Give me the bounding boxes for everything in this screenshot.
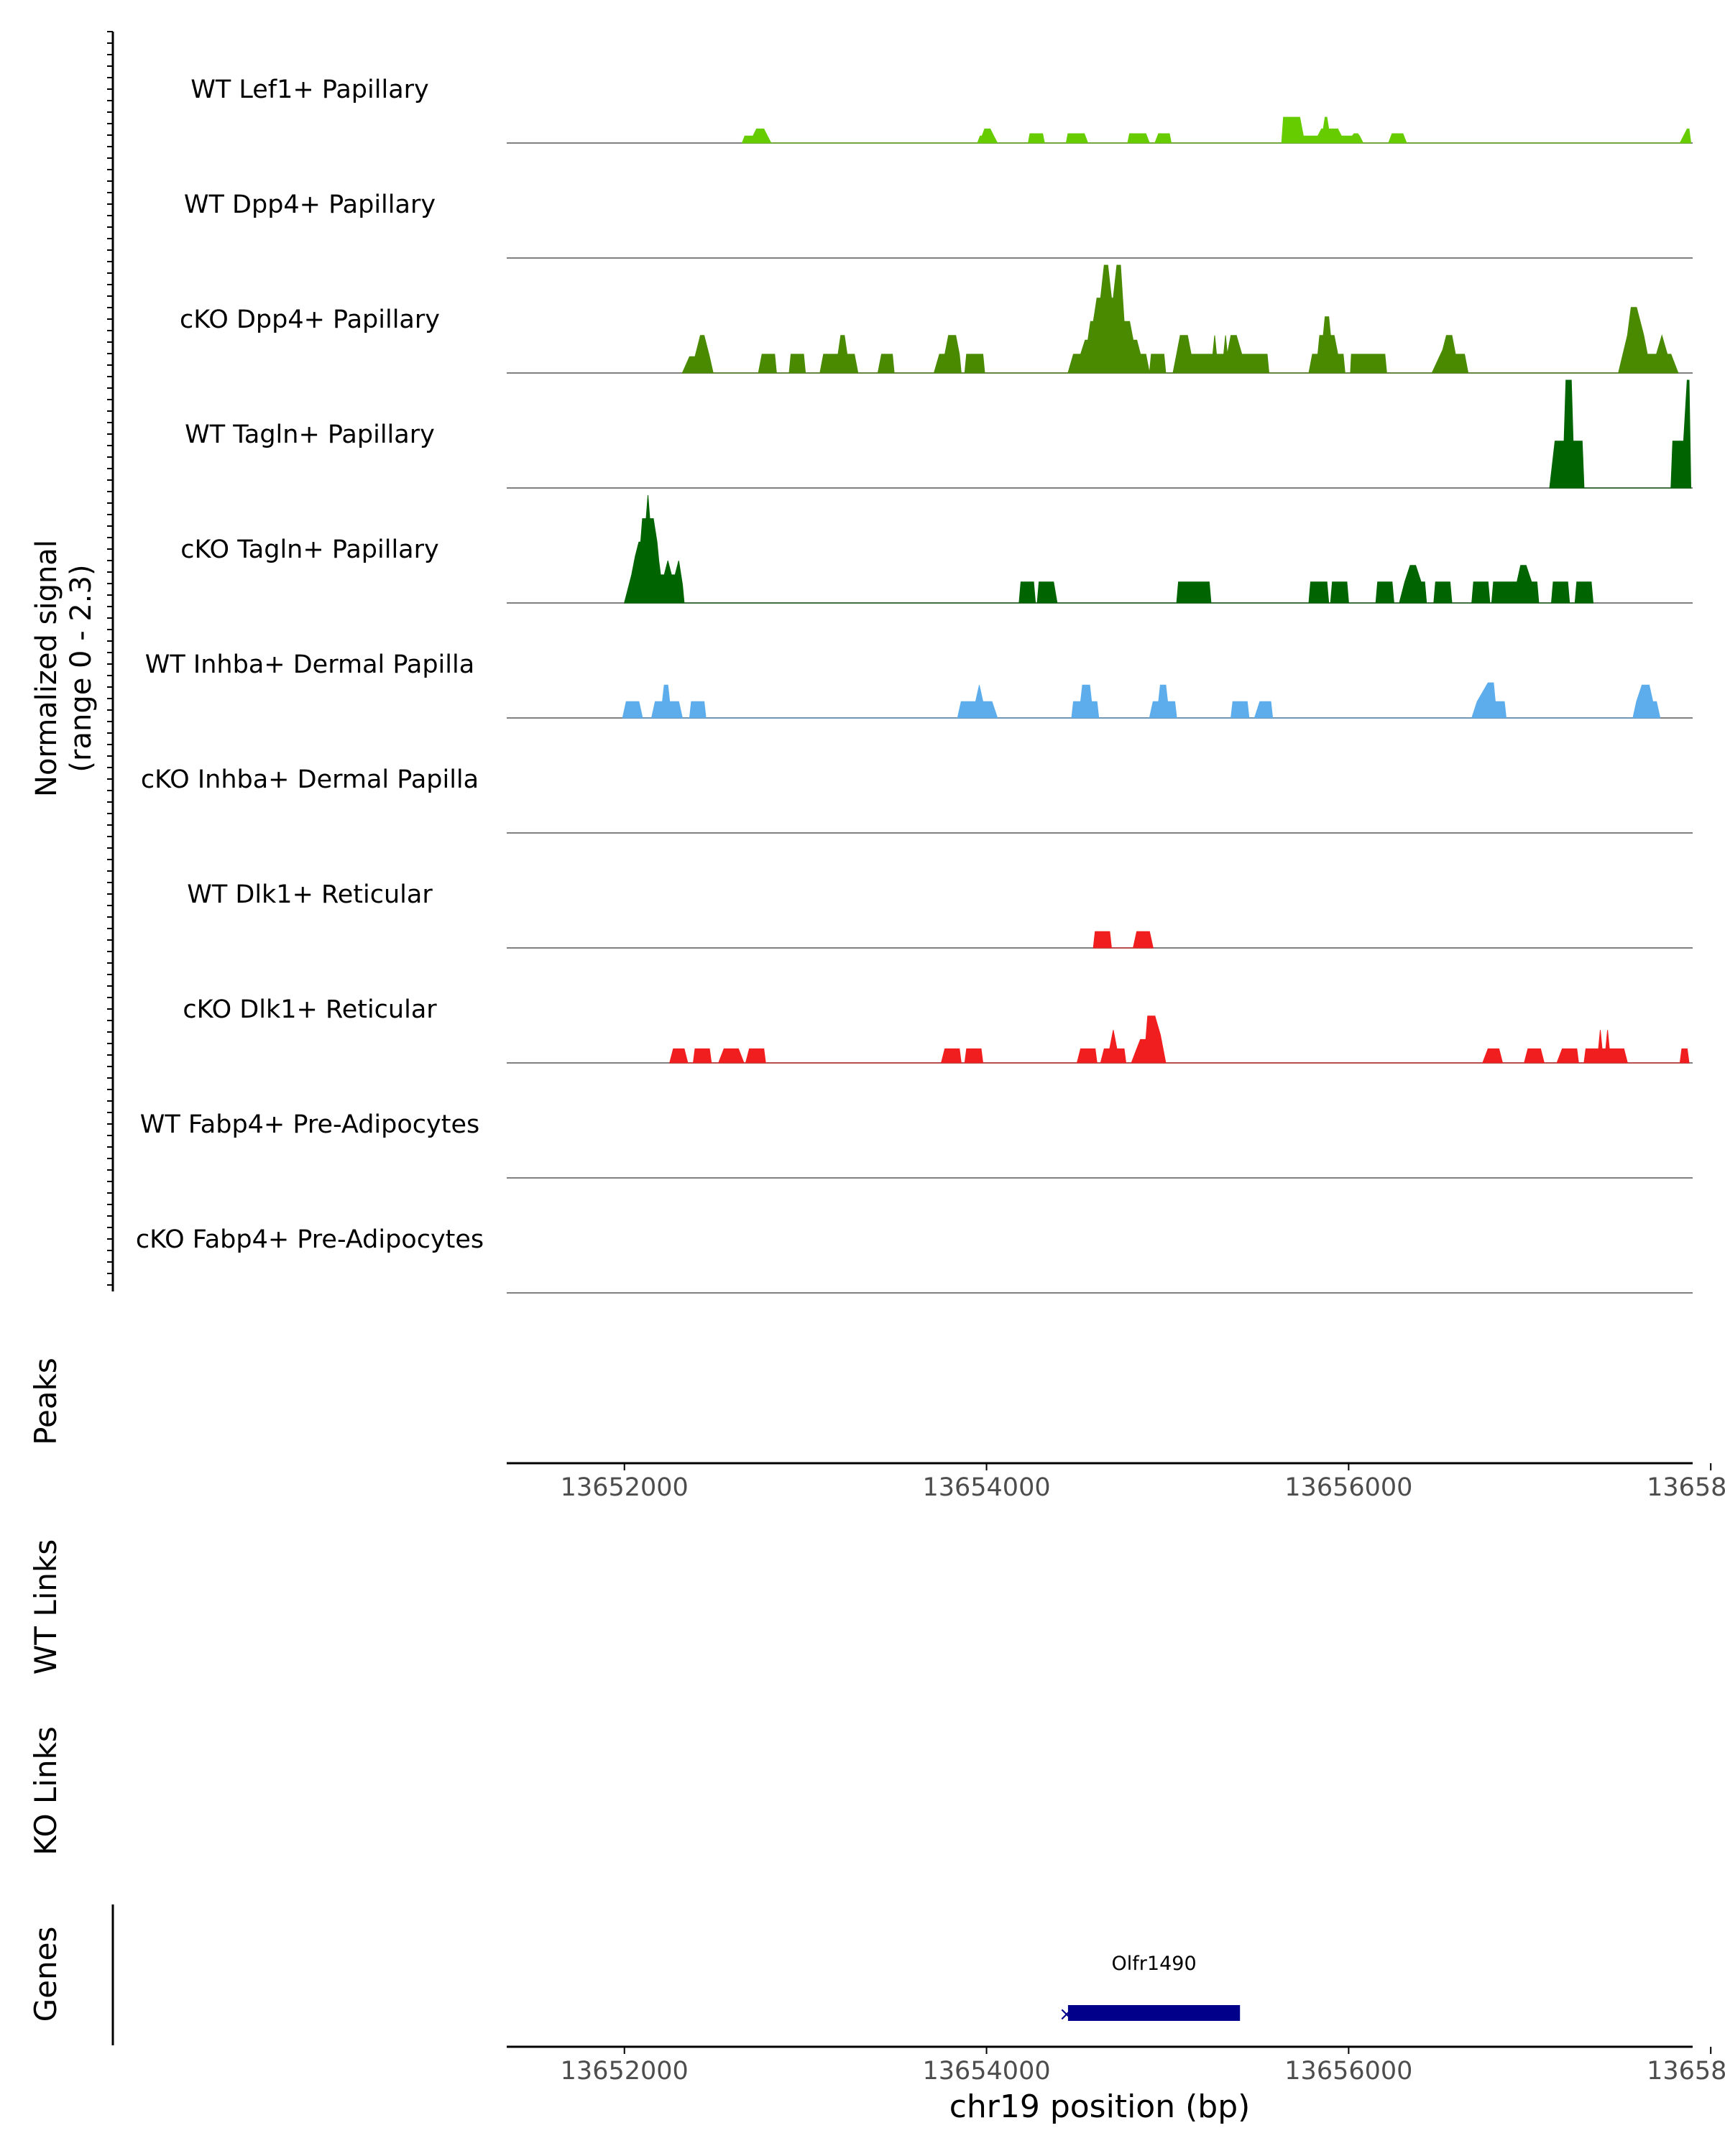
- track-label: WT Dpp4+ Papillary: [184, 190, 436, 219]
- coverage-area: [1549, 379, 1692, 489]
- track-label: WT Inhba+ Dermal Papilla: [145, 650, 474, 679]
- track-label: cKO Dpp4+ Papillary: [180, 305, 440, 334]
- x-tick-label: 13654000: [922, 1473, 1050, 1502]
- coverage-area: [624, 494, 1594, 604]
- y-axis-label-line1: Normalized signal: [30, 540, 63, 797]
- x-tick-label: 13656000: [1284, 1473, 1412, 1502]
- x-tick-label: 13656000: [1284, 2057, 1412, 2086]
- coverage-area: [681, 264, 1679, 374]
- gene-label: Olfr1490: [1112, 1953, 1197, 1975]
- peaks-x-axis: 13652000 13654000 13656000 13658000: [561, 1463, 1725, 1502]
- track-label: WT Tagln+ Papillary: [185, 420, 435, 449]
- gene-strand-marker: ×: [1059, 2004, 1075, 2025]
- genes-x-axis: 13652000 13654000 13656000 13658000: [561, 2047, 1725, 2086]
- x-tick-label: 13658000: [1647, 2057, 1725, 2086]
- coverage-area: [741, 116, 1692, 144]
- track-label: WT Fabp4+ Pre-Adipocytes: [140, 1110, 479, 1139]
- x-tick-label: 13654000: [922, 2057, 1050, 2086]
- x-tick-label: 13658000: [1647, 1473, 1725, 1502]
- peaks-track-label: Peaks: [28, 1358, 63, 1445]
- track-label: WT Dlk1+ Reticular: [187, 880, 433, 909]
- track-label: WT Lef1+ Papillary: [190, 75, 429, 104]
- y-axis-label-line2: (range 0 - 2.3): [65, 564, 98, 772]
- genes-track-label: Genes: [28, 1927, 63, 2022]
- gene-body: [1067, 2005, 1241, 2021]
- wt-links-track-label: WT Links: [28, 1539, 63, 1674]
- track-label: cKO Inhba+ Dermal Papilla: [141, 765, 479, 794]
- track-label: cKO Fabp4+ Pre-Adipocytes: [136, 1225, 484, 1254]
- track-label: cKO Tagln+ Papillary: [180, 535, 439, 564]
- ko-links-track-label: KO Links: [28, 1726, 63, 1856]
- x-tick-label: 13652000: [561, 1473, 689, 1502]
- x-tick-label: 13652000: [561, 2057, 689, 2086]
- coverage-tracks: WT Lef1+ Papillary WT Dpp4+ Papillary cKO …: [136, 75, 1693, 1294]
- track-label: cKO Dlk1+ Reticular: [183, 995, 437, 1024]
- coverage-area: [669, 1015, 1690, 1064]
- coverage-area: [622, 682, 1661, 719]
- gene-olfr1490: Olfr1490 ×: [1059, 1953, 1241, 2025]
- x-axis-title: chr19 position (bp): [949, 2088, 1251, 2125]
- coverage-area: [1092, 931, 1154, 949]
